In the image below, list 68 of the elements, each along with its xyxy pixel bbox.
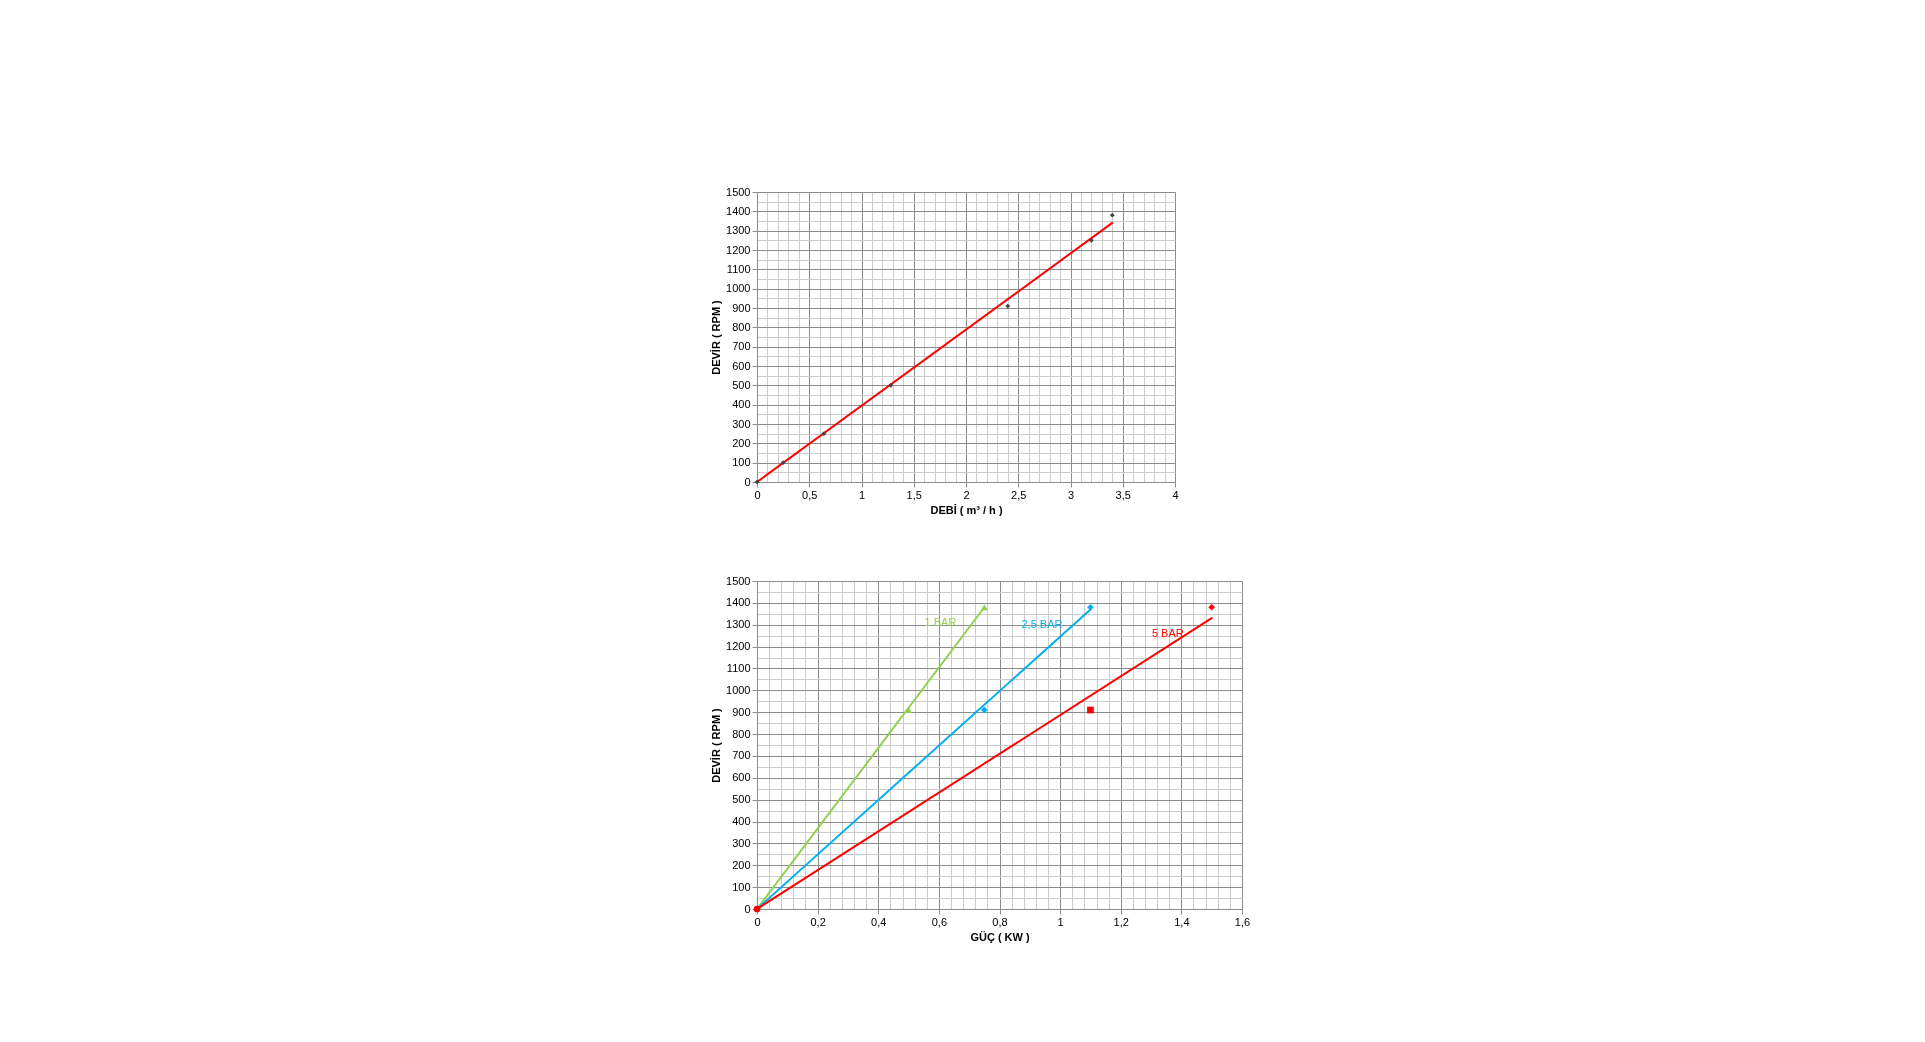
point xyxy=(1087,706,1094,714)
y-tick-label: 1500 xyxy=(726,185,751,198)
x-tick-label: 1 xyxy=(858,488,866,501)
x-axis-title: GÜÇ ( KW ) xyxy=(970,930,1030,943)
point xyxy=(780,460,786,466)
y-tick-label: 100 xyxy=(732,456,751,469)
y-tick-label: 300 xyxy=(732,836,751,849)
x-tick-label: 0 xyxy=(754,488,761,501)
x-tick-label: 2 xyxy=(963,488,970,501)
y-tick-label: 1500 xyxy=(726,574,751,587)
x-tick-label: 1,2 xyxy=(1113,915,1129,928)
point xyxy=(1109,212,1115,218)
x-tick-label: 0 xyxy=(754,915,761,928)
series-label: 5 BAR xyxy=(1151,627,1184,640)
y-tick-label: 500 xyxy=(732,793,751,806)
point xyxy=(821,431,827,437)
y-tick-label: 1400 xyxy=(726,596,751,609)
y-tick-label: 500 xyxy=(732,378,751,391)
x-tick-label: 1 xyxy=(1057,915,1064,928)
y-tick-label: 900 xyxy=(732,705,751,718)
y-tick-label: 1100 xyxy=(726,661,751,674)
y-tick-label: 0 xyxy=(744,475,751,488)
x-tick-label: 0,4 xyxy=(871,915,887,928)
y-axis-title: DEVİR ( RPM ) xyxy=(710,707,723,783)
x-tick-label: 4 xyxy=(1172,488,1179,501)
x-tick-label: 1,5 xyxy=(906,488,922,501)
x-axis-title: DEBİ ( m³ / h ) xyxy=(930,503,1003,516)
y-tick-label: 1100 xyxy=(726,262,751,275)
x-tick-label: 3 xyxy=(1067,488,1075,501)
point xyxy=(1089,237,1094,243)
point xyxy=(1005,303,1011,309)
point xyxy=(888,382,894,388)
x-tick-label: 3,5 xyxy=(1115,488,1131,501)
y-tick-label: 600 xyxy=(732,359,751,372)
point xyxy=(1208,603,1216,611)
y-tick-label: 400 xyxy=(732,398,751,411)
y-tick-label: 1400 xyxy=(726,204,751,217)
y-tick-label: 1300 xyxy=(726,618,751,631)
y-tick-label: 1200 xyxy=(726,243,751,256)
x-tick-label: 0,2 xyxy=(810,915,826,928)
y-tick-label: 900 xyxy=(732,301,751,314)
y-tick-label: 1200 xyxy=(726,640,751,653)
y-tick-label: 300 xyxy=(732,417,751,430)
y-tick-label: 700 xyxy=(732,749,751,762)
y-tick-label: 400 xyxy=(732,815,751,828)
x-tick-label: 1,6 xyxy=(1234,915,1251,928)
y-tick-label: 1300 xyxy=(726,224,751,237)
point xyxy=(905,707,912,713)
x-tick-label: 0,6 xyxy=(931,915,948,928)
point xyxy=(980,706,988,714)
y-tick-label: 200 xyxy=(732,858,751,871)
y-axis-title: DEVİR ( RPM ) xyxy=(710,299,723,375)
y-tick-label: 800 xyxy=(732,320,751,333)
y-tick-label: 600 xyxy=(732,771,751,784)
y-tick-label: 700 xyxy=(732,340,751,353)
y-tick-label: 100 xyxy=(732,880,751,893)
x-tick-label: 0,5 xyxy=(802,488,818,501)
y-tick-label: 800 xyxy=(732,727,751,740)
point xyxy=(1087,603,1094,611)
y-tick-label: 1000 xyxy=(726,683,751,696)
x-tick-label: 1,4 xyxy=(1174,915,1190,928)
x-tick-label: 2,5 xyxy=(1011,488,1027,501)
y-tick-label: 0 xyxy=(744,902,751,915)
y-tick-label: 200 xyxy=(732,436,751,449)
point xyxy=(980,604,988,611)
x-tick-label: 0,8 xyxy=(992,915,1008,928)
y-tick-label: 1000 xyxy=(726,282,751,295)
series-label: 2,5 BAR xyxy=(1021,618,1063,631)
